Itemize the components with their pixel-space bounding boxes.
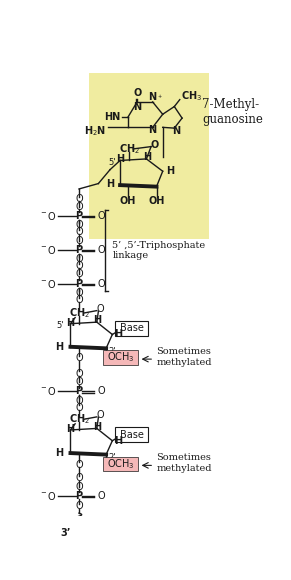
- Text: O: O: [97, 211, 105, 221]
- Text: O: O: [97, 278, 105, 289]
- Text: P: P: [75, 245, 83, 255]
- Text: N: N: [133, 102, 141, 111]
- Text: O: O: [97, 386, 105, 397]
- Text: CH$_3$: CH$_3$: [180, 90, 202, 103]
- Text: N: N: [172, 126, 180, 136]
- FancyBboxPatch shape: [89, 74, 209, 239]
- Text: H: H: [106, 179, 114, 188]
- Text: Sometimes
methylated: Sometimes methylated: [157, 454, 212, 473]
- Text: O: O: [150, 140, 158, 150]
- Text: H: H: [166, 166, 174, 176]
- Text: O: O: [75, 369, 83, 379]
- Text: 3’: 3’: [61, 528, 71, 538]
- Text: $^-$O: $^-$O: [39, 386, 56, 397]
- Text: P: P: [75, 278, 83, 289]
- Text: O: O: [75, 482, 83, 492]
- Text: H: H: [55, 448, 63, 458]
- Text: H: H: [93, 422, 101, 432]
- Text: O: O: [75, 403, 83, 412]
- Text: O: O: [97, 245, 105, 255]
- Text: $^-$O: $^-$O: [39, 278, 56, 289]
- Text: Sometimes
methylated: Sometimes methylated: [157, 347, 212, 367]
- Text: O: O: [75, 194, 83, 204]
- Text: 5’ ,5’-Triphosphate
linkage: 5’ ,5’-Triphosphate linkage: [112, 241, 205, 260]
- Text: O: O: [133, 89, 141, 99]
- Text: CH$_2$: CH$_2$: [119, 142, 140, 156]
- Text: P: P: [75, 211, 83, 221]
- Text: $^-$O: $^-$O: [39, 210, 56, 222]
- Text: 2': 2': [109, 347, 116, 356]
- Text: P: P: [75, 386, 83, 397]
- Text: CH$_2$: CH$_2$: [68, 306, 90, 320]
- Text: H: H: [143, 152, 151, 162]
- Text: 7-Methyl-
guanosine: 7-Methyl- guanosine: [202, 98, 263, 126]
- Text: OCH$_3$: OCH$_3$: [107, 457, 135, 471]
- Text: H: H: [93, 316, 101, 325]
- Text: OCH$_3$: OCH$_3$: [107, 351, 135, 364]
- Text: O: O: [75, 501, 83, 511]
- Text: O: O: [75, 261, 83, 271]
- Text: O: O: [75, 396, 83, 405]
- Text: O: O: [75, 227, 83, 237]
- Text: $^-$O: $^-$O: [39, 490, 56, 502]
- Text: H: H: [116, 154, 124, 164]
- Text: O: O: [75, 295, 83, 305]
- Text: H: H: [66, 424, 74, 434]
- Text: CH$_2$: CH$_2$: [68, 412, 90, 426]
- Text: O: O: [75, 353, 83, 363]
- Text: 5': 5': [56, 321, 63, 330]
- FancyBboxPatch shape: [115, 321, 148, 336]
- FancyBboxPatch shape: [103, 350, 138, 365]
- Text: O: O: [75, 254, 83, 264]
- Text: N: N: [149, 125, 157, 136]
- Text: O: O: [96, 304, 104, 314]
- Text: O: O: [75, 202, 83, 212]
- Text: 2': 2': [109, 453, 116, 462]
- Text: $^+$: $^+$: [157, 95, 163, 101]
- Text: O: O: [96, 410, 104, 420]
- Text: H: H: [114, 329, 122, 339]
- Text: P: P: [75, 491, 83, 501]
- Text: O: O: [75, 459, 83, 470]
- Text: H: H: [114, 436, 122, 446]
- Text: O: O: [75, 473, 83, 484]
- Text: O: O: [97, 491, 105, 501]
- Text: N: N: [149, 92, 157, 102]
- Text: 5': 5': [108, 158, 116, 166]
- Text: O: O: [75, 270, 83, 280]
- Text: H$_2$N: H$_2$N: [84, 124, 106, 138]
- Text: Base: Base: [120, 323, 144, 333]
- Text: H: H: [66, 318, 74, 328]
- Text: O: O: [75, 235, 83, 245]
- FancyBboxPatch shape: [115, 427, 148, 442]
- Text: O: O: [75, 288, 83, 298]
- Text: H: H: [55, 342, 63, 352]
- Text: O: O: [75, 220, 83, 230]
- Text: OH: OH: [148, 195, 165, 205]
- Text: Base: Base: [120, 430, 144, 440]
- Text: $^-$O: $^-$O: [39, 244, 56, 256]
- Text: O: O: [75, 377, 83, 387]
- Text: HN: HN: [104, 113, 120, 122]
- Text: OH: OH: [120, 195, 136, 205]
- FancyBboxPatch shape: [103, 456, 138, 471]
